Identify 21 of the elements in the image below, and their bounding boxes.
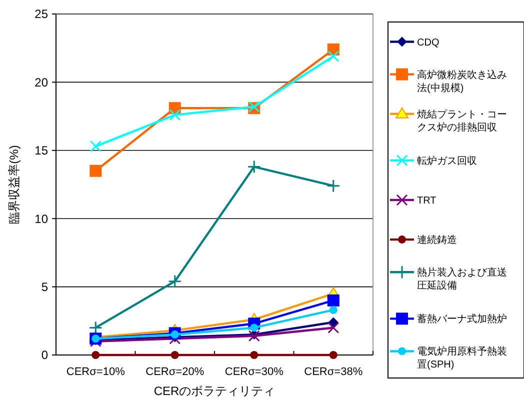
- y-tick-label: 10: [34, 212, 48, 226]
- legend-label: 高炉微粉炭吹き込み法(中規模): [417, 68, 507, 94]
- x-tick-label: CERσ=10%: [66, 366, 126, 378]
- y-tick-label: 15: [34, 144, 48, 158]
- legend-label: 連続鋳造: [417, 234, 457, 246]
- y-tick-label: 20: [34, 75, 48, 90]
- x-tick-label: CERσ=30%: [224, 366, 284, 378]
- y-tick-label: 0: [41, 348, 48, 362]
- x-axis-title: CERのボラティリティ: [154, 384, 276, 398]
- legend-label: TRT: [417, 196, 436, 206]
- y-axis-title: 臨界収益率(%): [7, 145, 21, 224]
- legend-label: 電気炉用原料予熱装置(SPH): [417, 346, 507, 371]
- x-tick-label: CERσ=38%: [304, 366, 363, 378]
- legend-label: 転炉ガス回収: [417, 154, 477, 167]
- x-tick-label: CERσ=20%: [146, 366, 204, 378]
- legend-label: 焼結プラント・コークス炉の排熱回収: [417, 108, 507, 134]
- legend-label: 蓄熱バーナ式加熱炉: [417, 313, 507, 326]
- legend-label: CDQ: [417, 37, 440, 48]
- y-tick-label: 25: [34, 7, 48, 22]
- legend-label: 熱片装入および直送圧延設備: [417, 266, 507, 292]
- y-tick-label: 5: [41, 280, 48, 294]
